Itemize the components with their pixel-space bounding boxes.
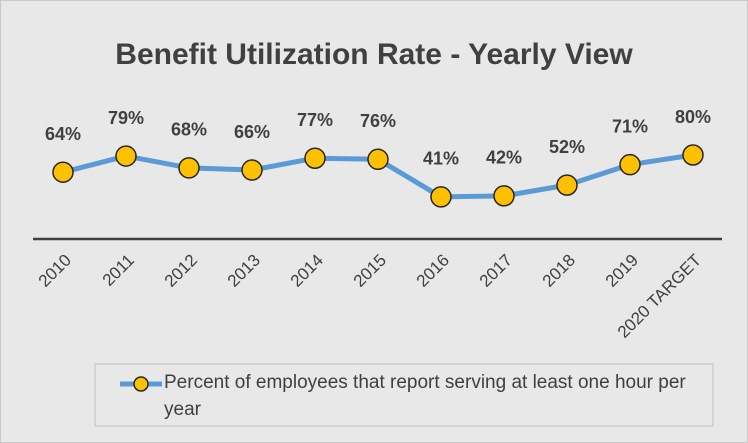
data-label: 41% bbox=[423, 149, 459, 169]
data-point bbox=[619, 153, 641, 176]
data-label: 66% bbox=[234, 122, 270, 142]
data-label: 42% bbox=[486, 148, 522, 168]
data-label: 68% bbox=[171, 120, 207, 140]
data-point bbox=[178, 157, 200, 179]
data-label: 79% bbox=[108, 108, 144, 128]
data-point bbox=[304, 147, 326, 169]
data-label: 80% bbox=[675, 107, 711, 127]
data-label: 76% bbox=[360, 111, 396, 131]
data-point bbox=[430, 186, 452, 208]
data-point bbox=[367, 148, 389, 171]
data-point bbox=[493, 185, 515, 207]
data-point bbox=[682, 144, 704, 166]
legend-label: Percent of employees that report serving… bbox=[164, 372, 686, 420]
legend-box bbox=[94, 363, 714, 427]
data-label: 52% bbox=[549, 137, 585, 157]
data-point bbox=[241, 159, 263, 181]
chart-title: Benefit Utilization Rate - Yearly View bbox=[115, 38, 633, 71]
data-point bbox=[556, 174, 578, 196]
data-label: 77% bbox=[297, 110, 333, 130]
data-point bbox=[115, 145, 137, 167]
data-label: 64% bbox=[45, 124, 81, 144]
data-label: 71% bbox=[612, 116, 648, 136]
legend-marker bbox=[133, 376, 149, 392]
legend-entry: Percent of employees that report serving… bbox=[164, 372, 686, 420]
data-point bbox=[52, 161, 74, 183]
